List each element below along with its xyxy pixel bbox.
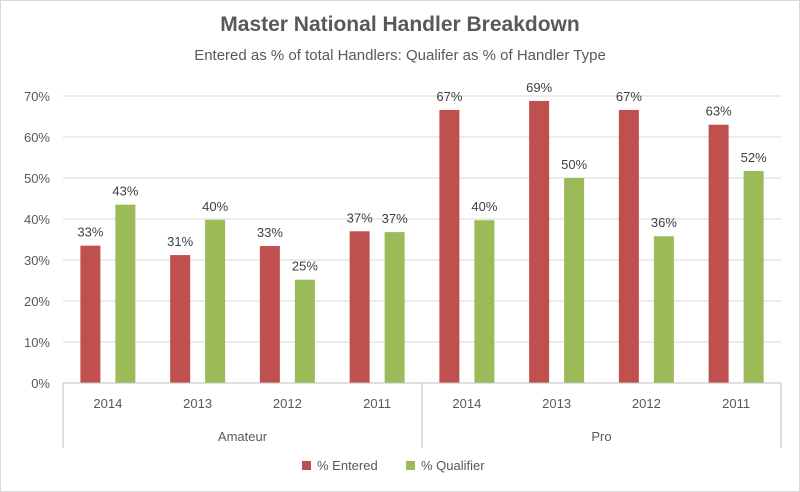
data-label: 36% xyxy=(651,215,677,230)
group-label: Amateur xyxy=(218,429,268,444)
data-label: 31% xyxy=(167,234,193,249)
x-tick-label: 2011 xyxy=(363,396,391,411)
bar-entered xyxy=(529,100,550,384)
bar-entered xyxy=(439,109,460,383)
chart-title: Master National Handler Breakdown xyxy=(220,13,579,36)
data-label: 25% xyxy=(292,259,318,274)
x-tick-label: 2014 xyxy=(452,396,481,411)
x-tick-label: 2012 xyxy=(632,396,661,411)
axes: 0% 10% 20% 30% 40% 50% 60% 70% 2014 2013 2012 2011 2… xyxy=(24,89,782,448)
legend-label: % Qualifier xyxy=(421,458,485,473)
data-label: 69% xyxy=(526,80,552,95)
bar-entered xyxy=(80,245,101,383)
legend-label: % Entered xyxy=(317,458,378,473)
legend-swatch xyxy=(406,461,415,470)
data-label: 37% xyxy=(382,211,408,226)
data-label: 33% xyxy=(77,225,103,240)
legend: % Entered % Qualifier xyxy=(302,458,485,473)
data-label: 40% xyxy=(202,199,228,214)
y-tick-label: 30% xyxy=(24,253,50,268)
data-label: 67% xyxy=(616,89,642,104)
data-label: 50% xyxy=(561,157,587,172)
data-labels: 33% 43% 31% 40% 33% 25% 37% 37% 67% 40% 69% 50% 67% 3… xyxy=(77,80,767,274)
y-tick-label: 40% xyxy=(24,212,50,227)
bar-entered xyxy=(170,255,191,383)
group-label: Pro xyxy=(591,429,611,444)
legend-swatch xyxy=(302,461,311,470)
x-tick-label: 2012 xyxy=(273,396,302,411)
data-label: 43% xyxy=(112,184,138,199)
data-label: 52% xyxy=(741,150,767,165)
bar-qualifier xyxy=(653,236,674,383)
y-tick-label: 0% xyxy=(31,376,50,391)
bar-qualifier xyxy=(743,171,764,383)
x-tick-label: 2013 xyxy=(183,396,212,411)
y-tick-label: 50% xyxy=(24,171,50,186)
data-label: 37% xyxy=(347,210,373,225)
data-label: 63% xyxy=(706,104,732,119)
bar-qualifier xyxy=(294,279,315,383)
data-label: 33% xyxy=(257,225,283,240)
y-tick-label: 60% xyxy=(24,130,50,145)
y-tick-label: 20% xyxy=(24,294,50,309)
bar-entered xyxy=(349,231,370,383)
x-tick-label: 2011 xyxy=(722,396,750,411)
bar-qualifier xyxy=(384,232,405,383)
bar-entered xyxy=(708,124,729,383)
bars xyxy=(80,100,764,384)
x-tick-label: 2014 xyxy=(93,396,122,411)
y-tick-label: 70% xyxy=(24,89,50,104)
data-label: 67% xyxy=(436,89,462,104)
data-label: 40% xyxy=(471,199,497,214)
bar-qualifier xyxy=(564,178,585,383)
bar-entered xyxy=(618,109,639,383)
bar-qualifier xyxy=(115,204,136,383)
bar-qualifier xyxy=(205,219,226,383)
bar-entered xyxy=(259,246,280,383)
chart-subtitle: Entered as % of total Handlers: Qualifer… xyxy=(194,47,606,64)
bar-qualifier xyxy=(474,220,495,383)
x-tick-label: 2013 xyxy=(542,396,571,411)
y-tick-label: 10% xyxy=(24,335,50,350)
